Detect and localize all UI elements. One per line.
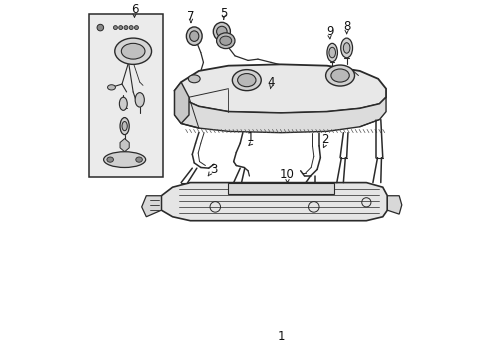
Ellipse shape [119,26,122,30]
Text: 10: 10 [280,167,294,181]
Text: 4: 4 [267,76,274,89]
Polygon shape [174,64,385,113]
Ellipse shape [188,75,200,83]
Ellipse shape [216,26,226,37]
Polygon shape [174,82,188,123]
Bar [89,14,163,177]
Ellipse shape [330,69,348,82]
Ellipse shape [220,36,231,45]
Ellipse shape [97,24,103,31]
Polygon shape [142,196,161,217]
Text: 6: 6 [130,3,138,16]
Text: 3: 3 [210,163,217,176]
Ellipse shape [213,22,230,41]
Ellipse shape [134,26,138,30]
Ellipse shape [326,43,337,62]
Ellipse shape [340,38,352,58]
Polygon shape [120,139,129,152]
Ellipse shape [121,43,145,59]
Ellipse shape [216,33,235,49]
Ellipse shape [103,152,145,167]
Text: 1: 1 [277,330,284,343]
Ellipse shape [189,31,199,41]
Ellipse shape [107,85,115,90]
Ellipse shape [119,97,127,111]
Text: 5: 5 [220,6,227,20]
Ellipse shape [135,93,144,107]
Text: 2: 2 [321,133,328,146]
Polygon shape [161,183,386,221]
Ellipse shape [232,69,261,91]
Ellipse shape [113,26,117,30]
Ellipse shape [122,122,127,131]
Ellipse shape [136,157,142,162]
Text: 8: 8 [342,20,349,33]
Text: 9: 9 [325,25,333,38]
Ellipse shape [343,43,349,53]
Polygon shape [174,91,385,133]
Ellipse shape [186,27,202,45]
Ellipse shape [325,65,354,86]
Ellipse shape [120,118,129,135]
Ellipse shape [124,26,128,30]
Ellipse shape [107,157,113,162]
Ellipse shape [328,47,335,58]
Polygon shape [386,196,401,214]
Ellipse shape [115,38,151,64]
Text: 7: 7 [187,10,194,23]
Polygon shape [228,183,333,194]
Ellipse shape [237,73,256,87]
Text: 1: 1 [246,131,254,144]
Ellipse shape [129,26,133,30]
